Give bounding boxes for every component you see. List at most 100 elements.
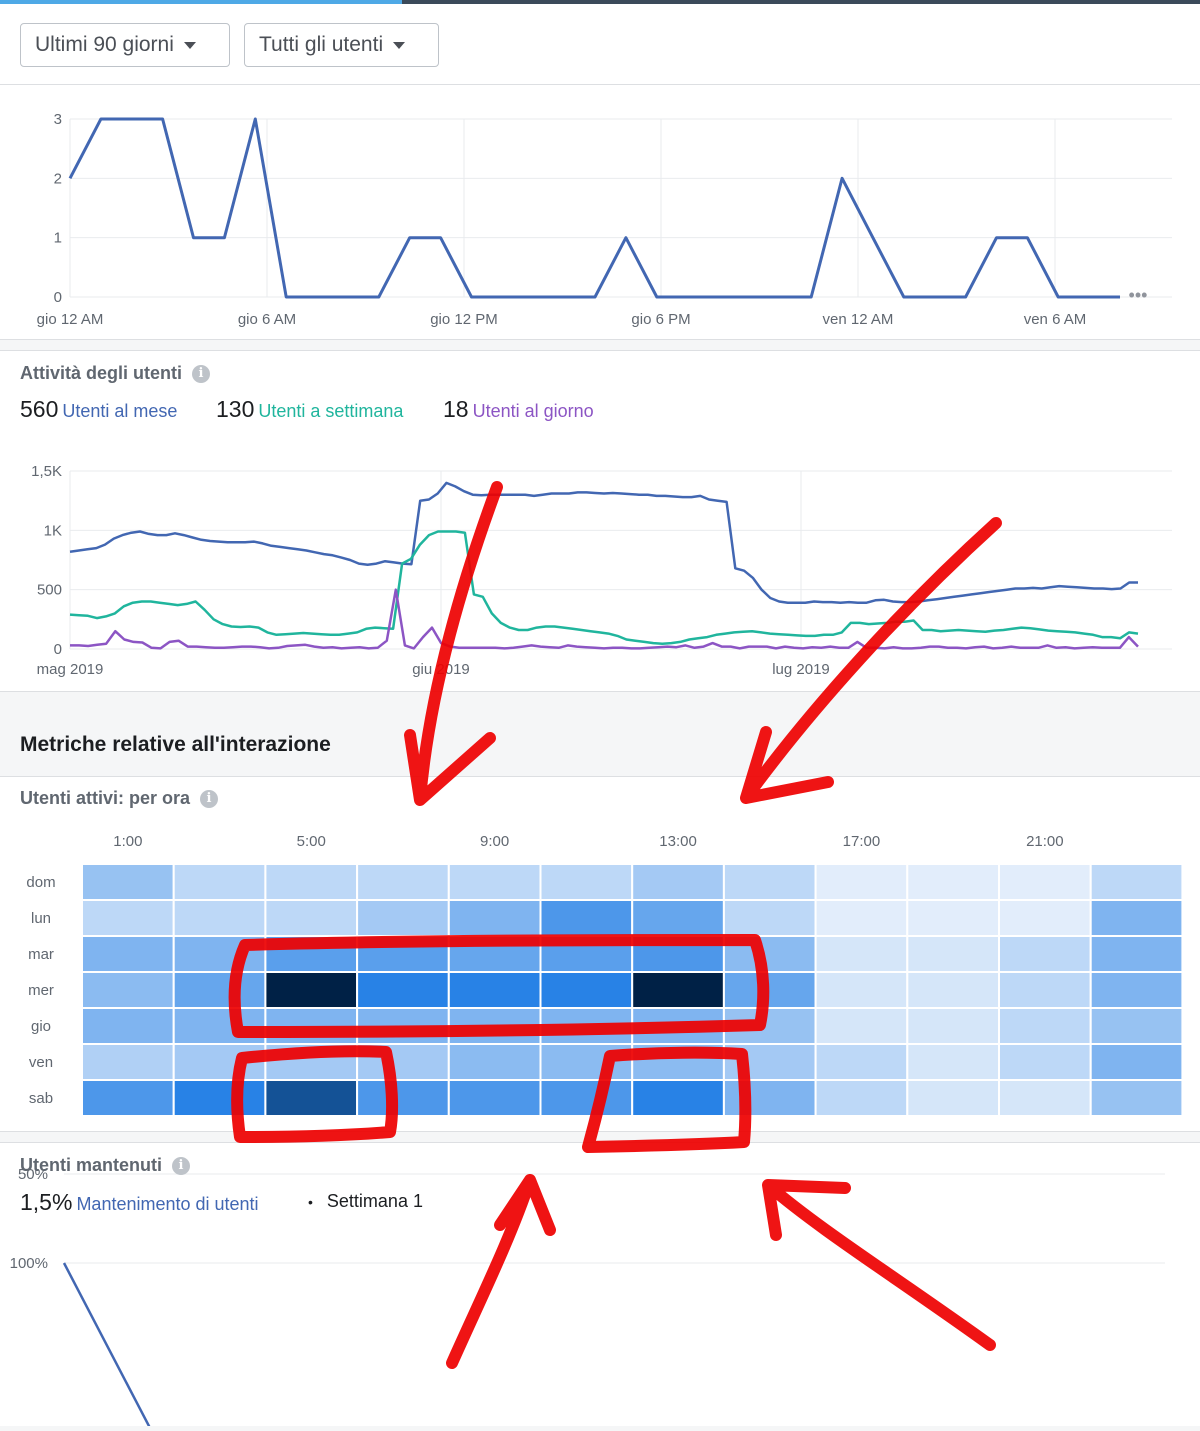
- hourly-active-users-card: Utenti attivi: per ora i dom lun mar mer gio…: [0, 776, 1200, 1132]
- heatmap-cell: [722, 971, 817, 1009]
- heatmap-cell: [356, 935, 450, 973]
- heatmap-cell: [906, 1007, 1000, 1045]
- heatmap-cell: [1089, 1079, 1184, 1117]
- x-tick-label: mag 2019: [37, 661, 104, 678]
- retention-chart: 100% 50%: [10, 1166, 1165, 1429]
- heatmap-cell: [356, 1043, 450, 1081]
- retained-users-card: Utenti mantenuti i 1,5% Mantenimento di …: [0, 1142, 1200, 1429]
- heatmap-cell: [356, 863, 450, 901]
- weekly-users-line: [69, 530, 1139, 645]
- retention-value: 1,5%: [20, 1189, 73, 1215]
- heatmap-cell: [539, 1079, 634, 1117]
- x-tick-label: gio 6 PM: [631, 311, 690, 328]
- monthly-users-value: 560: [20, 396, 59, 422]
- heatmap-cell: [722, 1007, 817, 1045]
- retention-week-selector[interactable]: • Settimana 1: [308, 1191, 423, 1212]
- period-dropdown-label: Ultimi 90 giorni: [35, 33, 174, 56]
- info-icon[interactable]: i: [200, 789, 219, 808]
- retention-metric: 1,5% Mantenimento di utenti: [20, 1189, 259, 1216]
- heatmap-cell: [814, 1007, 909, 1045]
- heatmap-cell: [447, 971, 542, 1009]
- heatmap-cell: [539, 971, 634, 1009]
- y-tick-label: 50%: [18, 1166, 48, 1183]
- heatmap-cell: [172, 935, 267, 973]
- caret-down-icon: [393, 41, 406, 49]
- hourly-users-chart: 0 1 2 3 gio 12 AM gio 6 AM gio 12 PM gio 6 PM ve…: [37, 111, 1172, 328]
- x-tick-label: gio 6 AM: [238, 311, 296, 328]
- heatmap-cell: [172, 1043, 267, 1081]
- hourly-users-card: 0 1 2 3 gio 12 AM gio 6 AM gio 12 PM gio 6 PM ve…: [0, 84, 1200, 340]
- period-dropdown[interactable]: Ultimi 90 giorni: [20, 23, 230, 67]
- heatmap-cell: [631, 1079, 725, 1117]
- daily-users-metric: 18 Utenti al giorno: [443, 396, 594, 423]
- heatmap-cell: [631, 1007, 725, 1045]
- day-label: gio: [31, 1018, 51, 1035]
- hour-label: 5:00: [297, 833, 326, 850]
- monthly-users-line: [69, 481, 1138, 604]
- y-tick-label: 1: [54, 230, 62, 247]
- retention-label: Mantenimento di utenti: [76, 1194, 259, 1214]
- heatmap-cell: [81, 899, 175, 937]
- day-label: mar: [28, 946, 54, 963]
- heatmap-cell: [172, 1007, 267, 1045]
- weekly-users-value: 130: [216, 396, 255, 422]
- heatmap-cell: [539, 863, 634, 901]
- heatmap-cell: [906, 971, 1000, 1009]
- heatmap-cell: [998, 971, 1092, 1009]
- heatmap-cell: [998, 1043, 1092, 1081]
- heatmap-cell: [631, 935, 725, 973]
- retained-users-title: Utenti mantenuti i: [20, 1155, 190, 1176]
- info-icon[interactable]: i: [192, 364, 210, 383]
- heatmap-cell: [539, 935, 634, 973]
- heatmap-cell: [539, 1007, 634, 1045]
- y-tick-label: 100%: [10, 1255, 48, 1272]
- x-tick-label: giu 2019: [412, 661, 470, 678]
- heatmap-cell: [172, 899, 267, 937]
- monthly-users-label: Utenti al mese: [62, 401, 178, 421]
- hourly-users-line: [68, 117, 1120, 299]
- more-icon: •••: [1129, 285, 1148, 305]
- heatmap-cell: [172, 863, 267, 901]
- heatmap-cell: [447, 1043, 542, 1081]
- x-tick-label: gio 12 PM: [430, 311, 498, 328]
- heatmap-cell: [447, 935, 542, 973]
- retained-users-title-text: Utenti mantenuti: [20, 1155, 162, 1175]
- heatmap-cell: [631, 1043, 725, 1081]
- y-tick-label: 0: [54, 289, 62, 306]
- heatmap-cell: [539, 899, 634, 937]
- day-label: lun: [31, 910, 51, 927]
- heatmap-cell: [906, 1043, 1000, 1081]
- heatmap-cell: [998, 863, 1092, 901]
- heatmap-cell: [814, 863, 909, 901]
- info-icon[interactable]: i: [172, 1156, 190, 1175]
- y-tick-label: 3: [54, 111, 62, 128]
- heatmap-cell: [264, 971, 359, 1009]
- day-label: mer: [28, 982, 54, 999]
- heatmap-cell: [81, 1079, 175, 1117]
- heatmap-cell: [1089, 899, 1184, 937]
- day-label: sab: [29, 1090, 53, 1107]
- heatmap-cell: [447, 899, 542, 937]
- heatmap-cell: [998, 1007, 1092, 1045]
- heatmap-cell: [264, 1007, 359, 1045]
- hour-label: 17:00: [843, 833, 881, 850]
- heatmap-cell: [722, 863, 817, 901]
- heatmap-cell: [172, 971, 267, 1009]
- heatmap-cell: [356, 1007, 450, 1045]
- user-activity-title: Attività degli utenti i: [20, 363, 210, 384]
- heatmap-cell: [998, 935, 1092, 973]
- y-tick-label: 0: [54, 641, 62, 658]
- audience-dropdown[interactable]: Tutti gli utenti: [244, 23, 439, 67]
- x-tick-label: ven 6 AM: [1024, 311, 1087, 328]
- x-tick-label: lug 2019: [772, 661, 830, 678]
- heatmap-cell: [264, 899, 359, 937]
- heatmap-cell: [264, 935, 359, 973]
- y-tick-label: 2: [54, 170, 62, 187]
- daily-users-label: Utenti al giorno: [472, 401, 594, 421]
- heatmap-cell: [722, 1043, 817, 1081]
- heatmap-cell: [81, 1007, 175, 1045]
- heatmap-cell: [998, 1079, 1092, 1117]
- heatmap-cell: [998, 899, 1092, 937]
- hour-label: 1:00: [113, 833, 142, 850]
- x-tick-label: gio 12 AM: [37, 311, 104, 328]
